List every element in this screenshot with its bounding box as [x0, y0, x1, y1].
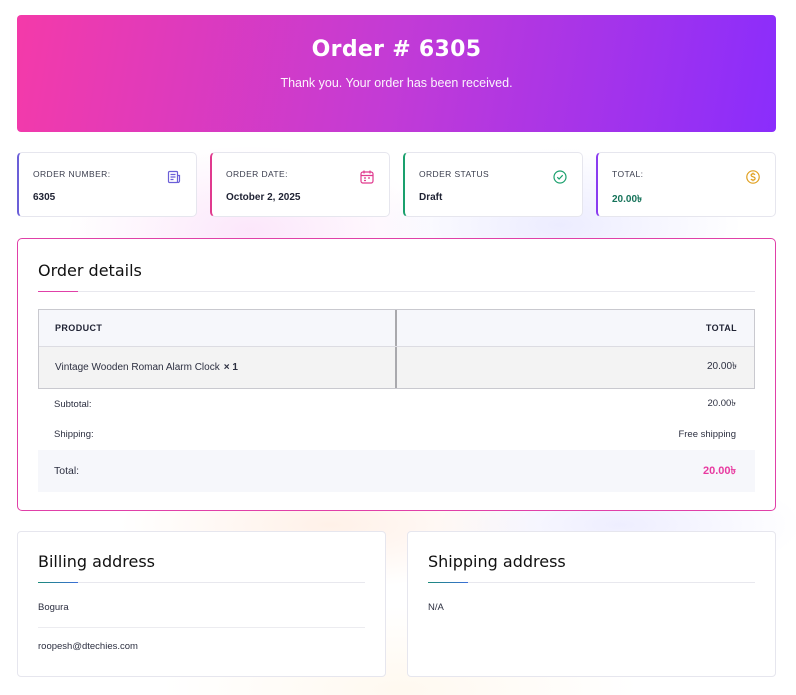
order-number-card: ORDER NUMBER: 6305 [17, 152, 197, 217]
section-divider-accent [38, 291, 78, 292]
order-details-title: Order details [38, 261, 142, 280]
grand-total-value: 20.00৳ [702, 464, 736, 477]
table-row: Vintage Wooden Roman Alarm Clock × 1 20.… [39, 347, 754, 388]
thank-you-message: Thank you. Your order has been received. [280, 76, 513, 90]
table-header-row: PRODUCT TOTAL [39, 310, 754, 347]
receipt-icon [167, 170, 181, 184]
subtotal-value: 20.00৳ [707, 397, 736, 409]
order-title: Order # 6305 [311, 37, 482, 62]
product-total-cell: 20.00৳ [397, 347, 754, 388]
section-divider-accent [428, 582, 468, 583]
total-column-header: TOTAL [397, 310, 754, 346]
product-column-header: PRODUCT [39, 310, 397, 346]
billing-city: Bogura [38, 602, 69, 613]
section-divider-accent [38, 582, 78, 583]
order-total-card: TOTAL: 20.00৳ [596, 152, 776, 217]
shipping-address-title: Shipping address [428, 552, 566, 571]
order-status-label: ORDER STATUS [419, 169, 490, 179]
order-summary-cards: ORDER NUMBER: 6305 ORDER DATE: October 2… [17, 152, 776, 217]
order-number-value: 6305 [33, 192, 56, 203]
order-total-label: TOTAL: [612, 169, 644, 179]
product-cell: Vintage Wooden Roman Alarm Clock × 1 [39, 347, 397, 388]
billing-divider [38, 627, 365, 628]
calendar-icon [360, 170, 374, 184]
shipping-address-value: N/A [428, 602, 444, 613]
subtotal-row: Subtotal: 20.00৳ [38, 389, 755, 419]
total-header-label: TOTAL [705, 323, 737, 333]
shipping-row: Shipping: Free shipping [38, 419, 755, 449]
order-status-card: ORDER STATUS Draft [403, 152, 583, 217]
order-number-label: ORDER NUMBER: [33, 169, 111, 179]
shipping-address-section: Shipping address N/A [407, 531, 776, 677]
section-divider [38, 582, 365, 583]
product-header-label: PRODUCT [55, 323, 103, 333]
order-status-value: Draft [419, 192, 443, 203]
product-total: 20.00৳ [706, 361, 737, 372]
order-date-value: October 2, 2025 [226, 192, 301, 203]
order-details-section: Order details PRODUCT TOTAL Vintage Wood… [17, 238, 776, 511]
billing-address-title: Billing address [38, 552, 155, 571]
subtotal-label: Subtotal: [54, 398, 92, 410]
product-quantity: × 1 [223, 362, 238, 373]
billing-address-section: Billing address Bogura roopesh@dtechies.… [17, 531, 386, 677]
product-name[interactable]: Vintage Wooden Roman Alarm Clock [55, 362, 220, 373]
shipping-label: Shipping: [54, 428, 94, 440]
dollar-coin-icon [746, 170, 760, 184]
billing-email[interactable]: roopesh@dtechies.com [38, 641, 138, 652]
grand-total-label: Total: [54, 465, 80, 477]
shipping-value: Free shipping [678, 428, 736, 440]
section-divider [38, 291, 755, 292]
order-total-value: 20.00৳ [612, 194, 643, 205]
check-circle-icon [553, 170, 567, 184]
order-date-label: ORDER DATE: [226, 169, 288, 179]
order-date-card: ORDER DATE: October 2, 2025 [210, 152, 390, 217]
section-divider [428, 582, 755, 583]
grand-total-row: Total: 20.00৳ [38, 450, 755, 492]
order-hero-banner: Order # 6305 Thank you. Your order has b… [17, 15, 776, 132]
order-items-table: PRODUCT TOTAL Vintage Wooden Roman Alarm… [38, 309, 755, 389]
